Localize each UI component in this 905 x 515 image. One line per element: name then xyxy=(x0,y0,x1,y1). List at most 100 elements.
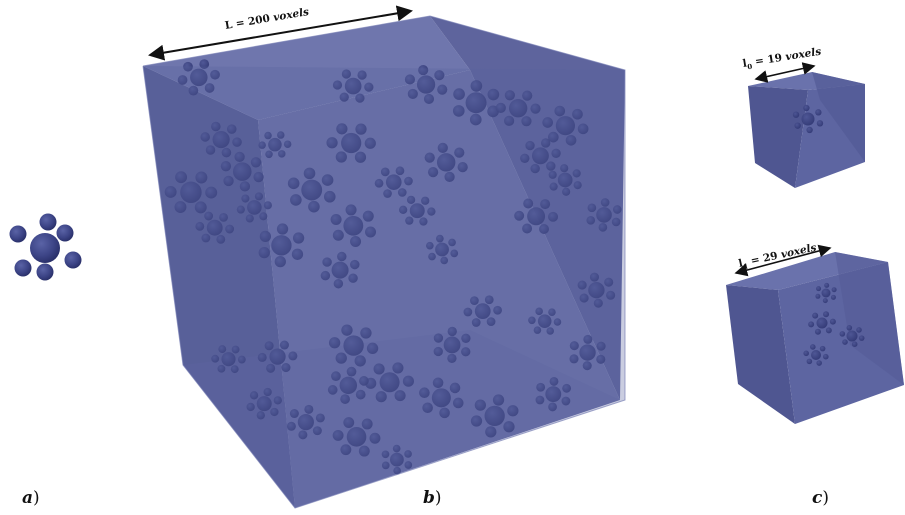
satellite-sphere xyxy=(572,108,583,120)
satellite-sphere xyxy=(582,361,592,371)
satellite-sphere xyxy=(246,402,255,412)
satellite-sphere xyxy=(340,444,352,456)
satellite-sphere xyxy=(341,324,353,336)
satellite-sphere xyxy=(523,198,534,209)
satellite-sphere xyxy=(596,341,606,351)
satellite-sphere xyxy=(210,69,220,80)
sphere-cluster xyxy=(792,104,824,134)
small-cube-l0-value: 19 xyxy=(766,51,783,67)
core-sphere xyxy=(385,174,402,190)
sphere-cluster xyxy=(327,366,369,404)
satellite-sphere xyxy=(231,345,240,354)
satellite-sphere xyxy=(815,293,821,299)
core-sphere xyxy=(555,116,575,136)
satellite-sphere xyxy=(36,263,54,281)
core-sphere xyxy=(416,75,436,94)
satellite-sphere xyxy=(447,353,457,364)
satellite-sphere xyxy=(217,364,226,373)
satellite-sphere xyxy=(253,171,264,183)
panel-paren-b: ) xyxy=(434,488,442,508)
satellite-sphere xyxy=(164,185,177,198)
satellite-sphere xyxy=(188,85,199,96)
satellite-sphere xyxy=(195,221,205,231)
satellite-sphere xyxy=(579,293,589,303)
satellite-sphere xyxy=(393,466,401,475)
satellite-sphere xyxy=(355,93,365,103)
satellite-sphere xyxy=(331,371,341,381)
satellite-sphere xyxy=(427,166,439,178)
satellite-sphere xyxy=(522,90,533,101)
satellite-sphere xyxy=(211,121,221,132)
satellite-sphere xyxy=(245,214,254,223)
core-sphere xyxy=(301,179,323,201)
satellite-sphere xyxy=(365,226,377,238)
satellite-sphere xyxy=(457,161,468,173)
satellite-sphere xyxy=(521,116,532,127)
sphere-cluster xyxy=(452,80,500,126)
satellite-sphere xyxy=(336,123,348,135)
satellite-sphere xyxy=(398,205,408,214)
satellite-sphere xyxy=(439,407,450,419)
satellite-sphere xyxy=(298,430,308,440)
satellite-sphere xyxy=(492,394,505,406)
satellite-sphere xyxy=(369,432,381,444)
panel-letter-a: a xyxy=(22,488,34,508)
core-sphere xyxy=(271,235,292,256)
sphere-cluster xyxy=(365,362,414,403)
satellite-sphere xyxy=(392,362,404,374)
satellite-sphere xyxy=(402,375,414,387)
satellite-sphere xyxy=(332,429,344,441)
sphere-cluster xyxy=(177,59,220,96)
panel-letter-b: b xyxy=(423,488,435,508)
core-sphere xyxy=(269,348,286,365)
satellite-sphere xyxy=(354,151,367,163)
satellite-sphere xyxy=(440,256,449,265)
sphere-cluster xyxy=(220,151,264,192)
core-sphere xyxy=(527,207,546,226)
satellite-sphere xyxy=(258,141,266,149)
satellite-sphere xyxy=(426,241,434,250)
sphere-cluster xyxy=(520,138,561,174)
satellite-sphere xyxy=(577,123,589,135)
satellite-sphere xyxy=(461,333,471,343)
satellite-sphere xyxy=(485,426,497,438)
satellite-sphere xyxy=(343,417,355,428)
satellite-sphere xyxy=(528,316,536,325)
satellite-sphere xyxy=(542,117,553,128)
satellite-sphere xyxy=(600,198,610,207)
satellite-sphere xyxy=(829,318,836,325)
satellite-sphere xyxy=(816,120,824,127)
core-sphere xyxy=(346,427,367,447)
satellite-sphere xyxy=(514,210,525,221)
satellite-sphere xyxy=(263,201,272,210)
satellite-sphere xyxy=(450,249,459,258)
satellite-sphere xyxy=(471,318,481,327)
core-sphere xyxy=(811,350,821,360)
satellite-sphere xyxy=(266,363,276,373)
satellite-sphere xyxy=(548,211,559,222)
satellite-sphere xyxy=(520,153,530,163)
sphere-cluster xyxy=(374,166,413,198)
sphere-cluster xyxy=(236,192,272,223)
panel-label-a: a) xyxy=(22,488,40,508)
core-sphere xyxy=(341,132,362,154)
satellite-sphere xyxy=(530,103,541,114)
satellite-sphere xyxy=(606,290,616,300)
core-sphere xyxy=(431,388,451,408)
satellite-sphere xyxy=(204,211,214,221)
core-sphere xyxy=(435,242,449,257)
satellite-sphere xyxy=(569,354,579,364)
satellite-sphere xyxy=(381,461,390,470)
satellite-sphere xyxy=(195,171,208,184)
satellite-sphere xyxy=(470,415,483,427)
satellite-sphere xyxy=(503,421,515,433)
satellite-sphere xyxy=(816,286,822,292)
satellite-sphere xyxy=(803,350,809,357)
satellite-sphere xyxy=(612,205,622,214)
satellite-sphere xyxy=(323,190,336,203)
sphere-cluster xyxy=(495,90,541,127)
satellite-sphere xyxy=(454,147,465,158)
core-sphere xyxy=(557,172,573,188)
core-sphere xyxy=(343,335,364,356)
